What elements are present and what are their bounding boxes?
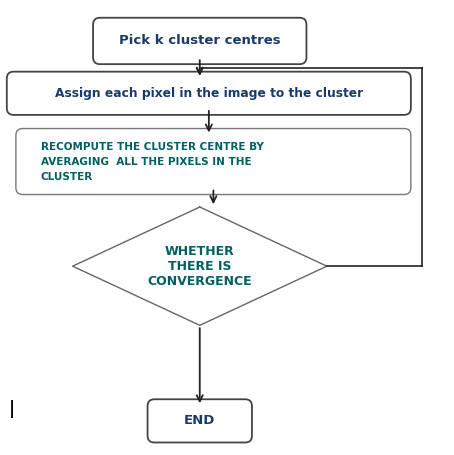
Text: RECOMPUTE THE CLUSTER CENTRE BY: RECOMPUTE THE CLUSTER CENTRE BY [41, 142, 264, 152]
Text: WHETHER
THERE IS
CONVERGENCE: WHETHER THERE IS CONVERGENCE [148, 245, 252, 288]
FancyBboxPatch shape [7, 71, 411, 115]
FancyBboxPatch shape [16, 128, 411, 195]
Text: END: END [184, 415, 216, 427]
FancyBboxPatch shape [93, 18, 306, 64]
Text: Pick k cluster centres: Pick k cluster centres [119, 35, 281, 47]
Text: AVERAGING  ALL THE PIXELS IN THE: AVERAGING ALL THE PIXELS IN THE [41, 157, 252, 167]
Text: Assign each pixel in the image to the cluster: Assign each pixel in the image to the cl… [55, 87, 363, 100]
Text: CLUSTER: CLUSTER [41, 172, 93, 182]
FancyBboxPatch shape [148, 399, 252, 442]
Polygon shape [73, 207, 327, 325]
Text: |: | [9, 400, 15, 419]
